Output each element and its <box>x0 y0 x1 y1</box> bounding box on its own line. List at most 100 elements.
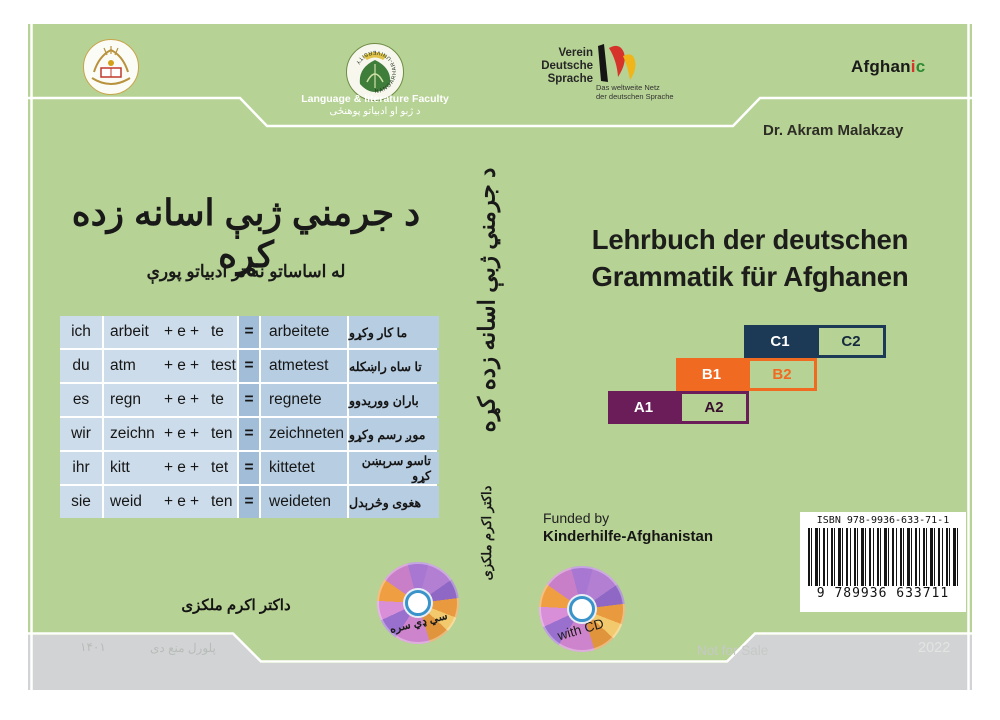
verb-ending: tet <box>211 459 229 476</box>
verb-stem: regn <box>110 391 142 408</box>
verb-stem: zeichn <box>110 425 155 442</box>
plus-sign: + <box>163 357 174 374</box>
infix-e: e <box>177 391 186 408</box>
infix-e: e <box>177 323 186 340</box>
plus-sign: + <box>189 391 200 408</box>
spine-author: داکتر اکرم ملکزی <box>479 485 494 581</box>
footer-year-pashto: ۱۴۰۱ <box>80 640 106 654</box>
table-cell-result: zeichneten <box>261 418 347 450</box>
table-cell-pronoun: es <box>60 384 102 416</box>
ministry-seal-logo <box>83 39 139 95</box>
table-cell-pronoun: ich <box>60 316 102 348</box>
infix-e: e <box>177 425 186 442</box>
isbn-barcode-block: ISBN 978-9936-633-71-1 9 789936 633711 <box>800 512 966 612</box>
top-frame-line <box>28 96 972 128</box>
verb-stem: arbeit <box>110 323 149 340</box>
faculty-caption: Language & literature Faculty د ژبو او ا… <box>295 93 455 118</box>
footer-year-english: 2022 <box>918 640 951 656</box>
table-cell-pashto: تا ساه راښکله <box>349 350 439 382</box>
verb-ending: te <box>211 391 224 408</box>
table-cell-formula: kitt + e + tet <box>104 452 237 484</box>
level-box-a2: A2 <box>679 391 749 424</box>
back-author-name: داکتر اکرم ملکزی <box>181 597 291 614</box>
afghanic-red-part: i <box>910 57 916 76</box>
cd-disc-front-cover: with CD <box>539 566 625 652</box>
table-cell-formula: weid + e + ten <box>104 486 237 518</box>
table-cell-result: regnete <box>261 384 347 416</box>
cd-disc-back-cover: سي ډي سره <box>377 562 459 644</box>
back-title-pashto: د جرمني ژبې اسانه زده کړه <box>71 192 421 275</box>
verb-stem: weid <box>110 493 142 510</box>
plus-sign: + <box>189 459 200 476</box>
table-cell-pashto: تاسو سرېښن کړو <box>349 452 439 484</box>
table-cell-equals: = <box>239 350 259 382</box>
cd-label-pashto: سي ډي سره <box>388 610 449 636</box>
table-cell-pronoun: sie <box>60 486 102 518</box>
infix-e: e <box>177 493 186 510</box>
verb-conjugation-table: ich arbeit + e + te = arbeit e te ما کار و… <box>60 316 439 518</box>
table-cell-equals: = <box>239 486 259 518</box>
table-cell-equals: = <box>239 316 259 348</box>
table-cell-pronoun: ihr <box>60 452 102 484</box>
table-cell-result: kittetet <box>261 452 347 484</box>
vds-tagline: Das weltweite Netz der deutschen Sprache <box>596 83 674 101</box>
table-cell-formula: arbeit + e + te <box>104 316 237 348</box>
plus-sign: + <box>163 493 174 510</box>
table-cell-pashto: ما کار وکړو <box>349 316 439 348</box>
table-cell-pronoun: wir <box>60 418 102 450</box>
table-cell-equals: = <box>239 452 259 484</box>
footer-not-for-sale-english: Not for Sale <box>697 643 769 658</box>
vds-line2: Deutsche <box>541 60 593 72</box>
front-title: Lehrbuch der deutschen Grammatik für Afg… <box>535 221 965 295</box>
plus-sign: + <box>189 323 200 340</box>
plus-sign: + <box>189 493 200 510</box>
table-cell-pashto: باران ووریدوو <box>349 384 439 416</box>
plus-sign: + <box>189 357 200 374</box>
table-cell-equals: = <box>239 418 259 450</box>
level-box-b1: B1 <box>676 358 747 391</box>
plus-sign: + <box>163 391 174 408</box>
verb-ending: ten <box>211 425 233 442</box>
infix-e: e <box>177 357 186 374</box>
barcode-bars <box>808 528 958 586</box>
vds-flame-icon <box>598 44 636 82</box>
table-cell-equals: = <box>239 384 259 416</box>
infix-e: e <box>177 459 186 476</box>
vds-tagline-line2: der deutschen Sprache <box>596 92 674 101</box>
table-cell-pronoun: du <box>60 350 102 382</box>
table-cell-formula: zeichn + e + ten <box>104 418 237 450</box>
plus-sign: + <box>163 425 174 442</box>
plus-sign: + <box>189 425 200 442</box>
faculty-name-english: Language & literature Faculty <box>301 93 449 105</box>
funder-name: Kinderhilfe-Afghanistan <box>543 528 714 545</box>
table-cell-result: atmetest <box>261 350 347 382</box>
isbn-digits: 9 789936 633711 <box>816 586 950 601</box>
level-box-b2: B2 <box>747 358 817 391</box>
verb-stem: kitt <box>110 459 130 476</box>
spine-title: د جرمني ژبې اسانه زده کړه <box>473 167 500 433</box>
afghanic-green-part: c <box>915 57 926 76</box>
level-box-c1: C1 <box>744 325 816 358</box>
table-cell-result: weideten <box>261 486 347 518</box>
afghanic-wordmark: Afghanic <box>851 57 925 77</box>
nangarhar-university-logo: NANGARHAR-UNIVERSITY <box>346 43 404 101</box>
footer-not-for-sale-pashto: پلورل منع دی <box>150 641 216 655</box>
plus-sign: + <box>163 459 174 476</box>
table-cell-formula: atm + e + test <box>104 350 237 382</box>
table-cell-formula: regn + e + te <box>104 384 237 416</box>
front-title-line1: Lehrbuch der deutschen <box>591 224 909 255</box>
back-subtitle-pashto: له اساساتو نه تر ادبياتو پورې <box>146 262 346 281</box>
bottom-frame-line <box>28 632 972 663</box>
vds-wordmark: Verein Deutsche Sprache <box>520 47 593 86</box>
verb-stem: atm <box>110 357 136 374</box>
level-box-a1: A1 <box>608 391 679 424</box>
front-title-line2: Grammatik für Afghanen <box>591 261 909 292</box>
table-cell-pashto: هغوی وڅرېدل <box>349 486 439 518</box>
verb-ending: ten <box>211 493 233 510</box>
table-cell-pashto: موږ رسم وکړو <box>349 418 439 450</box>
bottom-gray-strip <box>28 635 972 690</box>
vds-line1: Verein <box>558 47 593 59</box>
faculty-name-pashto: د ژبو او ادبياتو پوهنځی <box>329 106 421 117</box>
isbn-number-text: ISBN 978-9936-633-71-1 <box>816 515 950 526</box>
